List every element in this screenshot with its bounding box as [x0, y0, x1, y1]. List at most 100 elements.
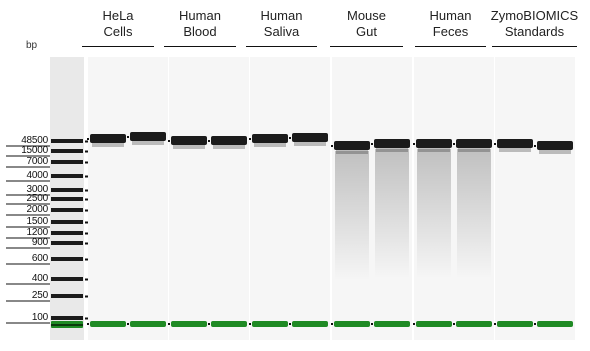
sample-group-underline: [415, 46, 486, 47]
marker-edge-tick: [289, 323, 291, 325]
ladder-tick: [85, 258, 88, 261]
dna-band-shadow: [294, 142, 326, 146]
sample-group-underline: [330, 46, 403, 47]
ladder-size-label: 100: [31, 312, 48, 323]
ladder-band: [51, 197, 83, 201]
ladder-size-label: 1500: [26, 216, 49, 227]
marker-band: [537, 321, 573, 327]
sample-group-label: ZymoBIOMICS Standards: [490, 8, 579, 39]
sample-group-label: Human Blood: [179, 8, 221, 39]
marker-band: [252, 321, 288, 327]
ladder-tick: [85, 150, 88, 153]
ladder-size-label: 3000: [26, 184, 49, 195]
bp-axis-label: bp: [26, 40, 38, 51]
dna-smear: [335, 151, 369, 281]
dna-band-shadow: [213, 145, 245, 149]
ladder-tick: [85, 242, 88, 245]
dna-band: [456, 139, 492, 148]
ladder-band: [51, 294, 83, 298]
sample-group-label: Mouse Gut: [346, 8, 387, 39]
sample-group-label: Human Feces: [429, 8, 472, 39]
band-edge-tick: [208, 140, 210, 142]
band-edge-tick: [289, 137, 291, 139]
ladder-band: [51, 139, 83, 143]
marker-band: [130, 321, 166, 327]
sample-lane: [169, 57, 209, 340]
marker-band: [171, 321, 207, 327]
ladder-size-label: 7000: [26, 156, 49, 167]
dna-band-shadow: [132, 141, 164, 145]
ladder-band: [51, 174, 83, 178]
sample-lane: [250, 57, 290, 340]
band-edge-tick: [127, 136, 129, 138]
dna-band-shadow: [92, 143, 124, 147]
marker-band: [292, 321, 328, 327]
band-edge-tick: [534, 145, 536, 147]
dna-band: [374, 139, 410, 148]
ladder-band: [51, 208, 83, 212]
ladder-size-label: 15000: [21, 145, 48, 156]
ladder-tick: [85, 278, 88, 281]
ladder-marker-core: [51, 324, 83, 326]
sample-lane: [495, 57, 535, 340]
dna-band: [252, 134, 288, 143]
marker-edge-tick: [168, 323, 170, 325]
sample-lane: [290, 57, 330, 340]
band-edge-tick: [87, 138, 89, 140]
ladder-tick: [85, 140, 88, 143]
dna-band-shadow: [539, 150, 571, 154]
ladder-tick: [85, 189, 88, 192]
ladder-tick: [85, 161, 88, 164]
dna-band: [171, 136, 207, 145]
marker-edge-tick: [331, 323, 333, 325]
marker-band: [334, 321, 370, 327]
dna-smear: [375, 149, 409, 279]
ladder-size-label: 2500: [26, 193, 49, 204]
dna-band: [416, 139, 452, 148]
marker-edge-tick: [208, 323, 210, 325]
ladder-band: [51, 220, 83, 224]
marker-band: [90, 321, 126, 327]
ladder-tick: [85, 295, 88, 298]
ladder-size-label: 1200: [26, 227, 49, 238]
band-edge-tick: [168, 140, 170, 142]
dna-band: [334, 141, 370, 150]
band-edge-tick: [331, 145, 333, 147]
dna-band-shadow: [254, 143, 286, 147]
sample-lane: [535, 57, 575, 340]
dna-band: [130, 132, 166, 141]
dna-band-shadow: [418, 148, 450, 152]
dna-band-shadow: [336, 150, 368, 154]
sample-lane: [209, 57, 249, 340]
dna-smear: [417, 149, 451, 279]
ladder-band: [51, 241, 83, 245]
sample-group-underline: [164, 46, 236, 47]
dna-band-shadow: [458, 148, 490, 152]
ladder-size-label: 4000: [26, 170, 49, 181]
marker-edge-tick: [453, 323, 455, 325]
dna-band-shadow: [499, 148, 531, 152]
marker-edge-tick: [87, 323, 89, 325]
ladder-size-label: 2000: [26, 204, 49, 215]
ladder-size-label: 400: [31, 273, 48, 284]
dna-band-shadow: [173, 145, 205, 149]
ladder-band: [51, 160, 83, 164]
dna-band: [90, 134, 126, 143]
ladder-tick: [85, 198, 88, 201]
ladder-band: [51, 277, 83, 281]
marker-edge-tick: [494, 323, 496, 325]
marker-band: [374, 321, 410, 327]
dna-band: [292, 133, 328, 142]
ladder-tick: [85, 232, 88, 235]
sample-group-underline: [246, 46, 317, 47]
ladder-band: [51, 231, 83, 235]
sample-group-underline: [492, 46, 577, 47]
band-edge-tick: [494, 143, 496, 145]
sample-group-label: Human Saliva: [260, 8, 303, 39]
dna-smear: [457, 149, 491, 279]
dna-band: [497, 139, 533, 148]
ladder-tick: [85, 175, 88, 178]
band-edge-tick: [249, 138, 251, 140]
marker-band: [211, 321, 247, 327]
